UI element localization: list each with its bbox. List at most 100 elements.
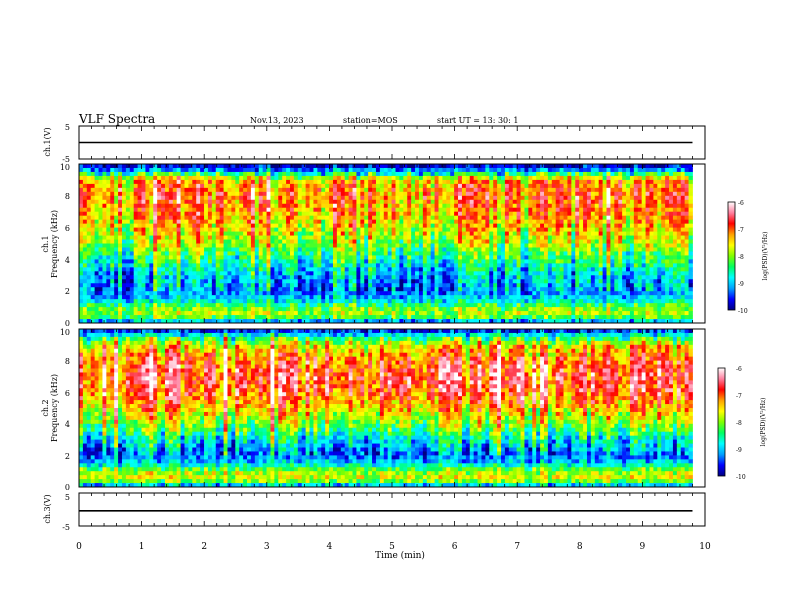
spectrogram-cell [219,164,224,169]
spectrogram-cell [336,195,342,201]
spectrogram-cell [430,287,435,292]
spectrogram-cell [364,195,369,201]
spectrogram-cell [94,203,99,209]
spectrogram-cell [418,283,424,288]
spectrogram-cell [82,219,88,225]
spectrogram-cell [82,183,88,189]
spectrogram-cell [313,227,318,232]
spectrogram-cell [164,303,170,308]
spectrogram-cell [352,239,357,244]
spectrogram-cell [321,171,326,177]
spectrogram-cell [473,263,478,268]
spectrogram-cell [352,235,357,240]
spectrogram-cell [477,291,482,296]
spectrogram-cell [192,291,197,296]
spectrogram-cell [489,259,494,264]
spectrogram-cell [293,175,299,181]
spectrogram-cell [192,295,197,300]
spectrogram-cell [184,295,189,300]
spectrogram-cell [286,303,291,308]
spectrogram-cell [430,179,435,185]
spectrogram-cell [215,223,221,229]
spectrogram-cell [258,211,264,217]
spectrogram-cell [293,307,299,312]
spectrogram-cell [102,279,107,284]
spectrogram-cell [172,275,178,280]
spectrogram-cell [262,171,267,177]
spectrogram-cell [485,303,490,308]
spectrogram-cell [270,187,275,193]
spectrogram-cell [418,291,424,296]
spectrogram-cell [243,191,248,197]
spectrogram-cell [411,223,416,229]
spectrogram-cell [540,227,545,232]
spectrogram-cell [250,203,256,209]
spectrogram-cell [395,223,400,229]
spectrogram-cell [227,215,232,221]
spectrogram-cell [278,263,283,268]
spectrogram-cell [293,211,299,217]
spectrogram-cell [235,235,240,240]
spectrogram-cell [485,191,490,197]
spectrogram-cell [473,307,478,312]
spectrogram-cell [532,291,537,296]
spectrogram-cell [446,283,451,288]
spectrogram-cell [551,243,557,248]
spectrogram-cell [344,275,350,280]
spectrogram-cell [90,227,96,232]
spectrogram-cell [86,279,92,284]
spectrogram-cell [211,299,217,304]
spectrogram-cell [180,247,185,252]
spectrogram-cell [243,315,248,320]
spectrogram-cell [329,295,334,300]
spectrogram-cell [501,207,506,213]
spectrogram-cell [118,231,123,236]
spectrogram-cell [536,247,541,252]
spectrogram-cell [168,231,174,236]
spectrogram-cell [325,219,330,225]
spectrogram-cell [274,267,279,272]
ch1-spectrogram [79,164,705,324]
spectrogram-cell [399,307,404,312]
spectrogram-cell [98,183,103,189]
spectrogram-cell [516,215,521,221]
spectrogram-cell [551,171,557,177]
spectrogram-cell [450,191,455,197]
spectrogram-cell [184,259,189,264]
spectrogram-cell [262,211,267,217]
spectrogram-cell [329,235,334,240]
spectrogram-cell [368,311,373,316]
spectrogram-cell [204,271,209,276]
spectrogram-cell [133,239,139,244]
spectrogram-cell [489,207,494,213]
spectrogram-cell [293,235,299,240]
spectrogram-cell [309,263,314,268]
spectrogram-cell [207,319,213,324]
spectrogram-cell [79,287,84,292]
spectrogram-cell [446,267,451,272]
spectrogram-cell [79,199,84,205]
spectrogram-cell [317,203,322,209]
spectrogram-cell [325,211,330,217]
spectrogram-cell [278,183,283,189]
spectrogram-cell [114,239,119,244]
spectrogram-cell [430,247,435,252]
spectrogram-cell [415,271,420,276]
spectrogram-cell [520,191,525,197]
spectrogram-cell [403,179,408,185]
spectrogram-cell [86,295,92,300]
spectrogram-cell [372,279,377,284]
spectrogram-cell [149,243,154,248]
spectrogram-cell [90,195,96,201]
spectrogram-cell [536,203,541,209]
spectrogram-cell [348,311,353,316]
spectrogram-cell [422,179,428,185]
spectrogram-cell [192,231,197,236]
spectrogram-cell [372,287,377,292]
spectrogram-cell [524,295,529,300]
spectrogram-cell [446,311,451,316]
spectrogram-cell [180,243,185,248]
spectrogram-cell [485,319,490,324]
spectrogram-cell [352,191,357,197]
station-label: station=MOS [343,116,398,125]
